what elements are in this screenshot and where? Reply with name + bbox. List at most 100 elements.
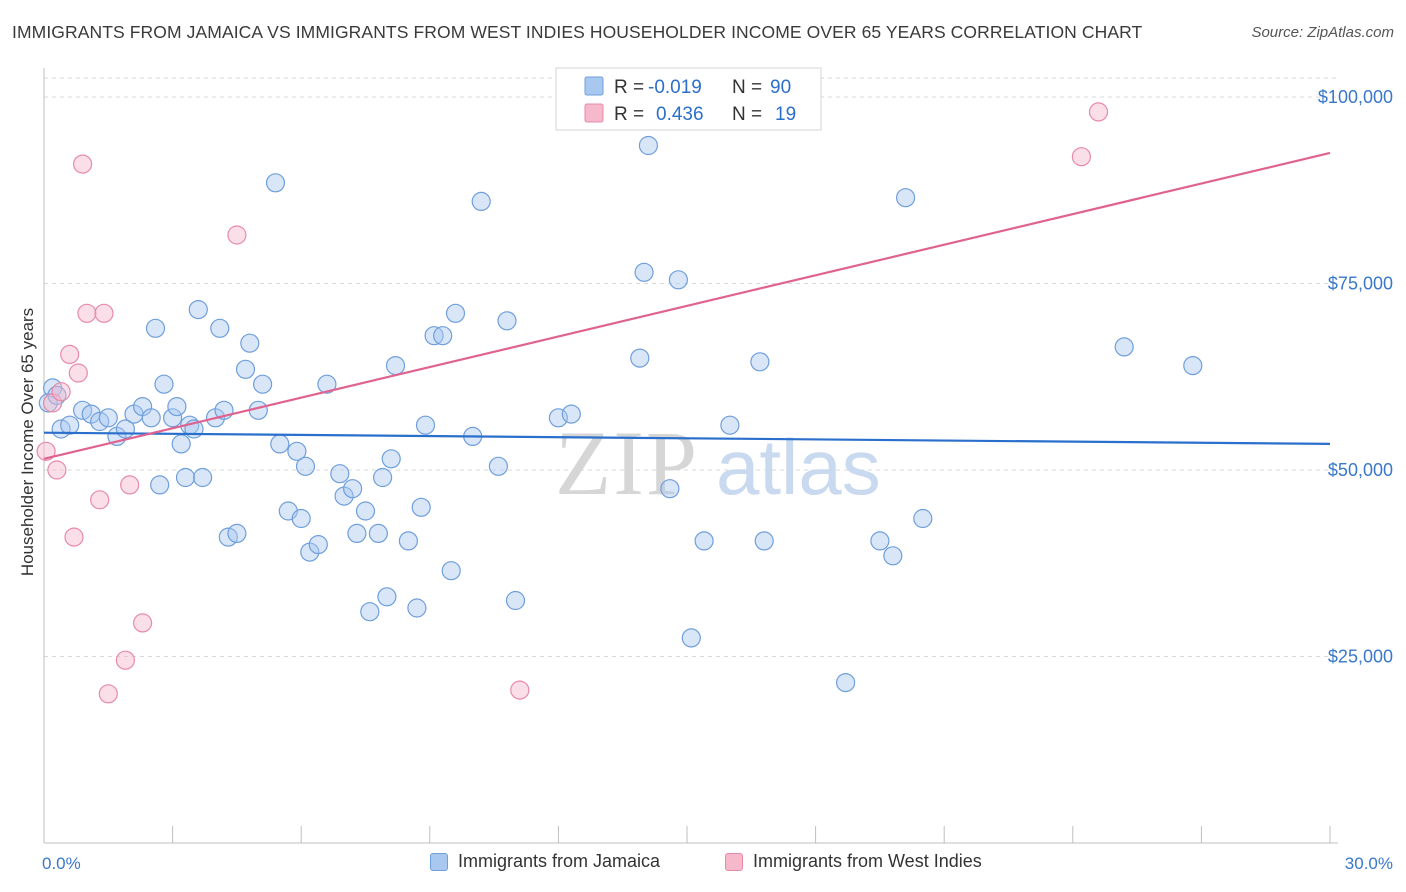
jamaica-point-50 [373,467,393,488]
jamaica-point-84 [1114,337,1134,357]
legend-r-value-1: -0.019 [648,77,702,98]
jamaica-point-74 [681,628,701,648]
jamaica-point-52 [381,449,401,469]
jamaica-point-29 [227,523,247,544]
source-credit: Source: ZipAtlas.com [1251,24,1394,41]
x-tick-labels: 0.0% 30.0% [42,854,1393,873]
legend-item-jamaica: Immigrants from Jamaica [430,851,660,872]
jamaica-point-49 [368,523,388,544]
jamaica-point-16 [154,374,174,394]
jamaica-point-72 [660,479,680,499]
west-indies-point-6 [68,363,88,383]
west-indies-point-11 [98,684,118,704]
jamaica-point-47 [355,501,376,521]
jamaica-point-39 [295,456,316,476]
jamaica-point-63 [471,191,491,211]
jamaica-point-54 [398,531,418,551]
jamaica-point-17 [163,408,183,428]
jamaica-point-38 [291,508,311,529]
trendline-west-indies [43,151,1331,460]
jamaica-point-68 [561,404,581,424]
legend-bottom: Immigrants from Jamaica Immigrants from … [0,851,1406,879]
west-indies-point-7 [72,154,93,174]
west-indies-point-14 [133,613,153,633]
west-indies-point-13 [120,475,140,495]
jamaica-point-77 [750,352,770,372]
jamaica-point-70 [634,262,654,282]
jamaica-point-13 [141,408,161,428]
jamaica-point-48 [360,602,380,622]
jamaica-point-57 [415,415,436,435]
jamaica-point-46 [347,523,367,544]
y-axis-label: Householder Income Over 65 years [18,308,37,576]
jamaica-point-33 [253,374,273,394]
legend-n-value-2: 19 [775,104,796,125]
jamaica-point-18 [167,397,187,417]
legend-r-value-2: 0.436 [656,104,704,125]
jamaica-point-55 [407,598,427,618]
legend-bottom-label-jamaica: Immigrants from Jamaica [458,851,661,871]
jamaica-point-31 [240,333,260,353]
jamaica-point-83 [913,508,933,529]
trend-lines [43,151,1331,460]
chart-title: IMMIGRANTS FROM JAMAICA VS IMMIGRANTS FR… [12,22,1143,42]
west-indies-point-12 [115,650,136,670]
y-tick-label-3: $100,000 [1318,87,1393,107]
west-indies-point-3 [51,382,71,402]
series-west-indies-points [36,102,1109,704]
jamaica-point-66 [505,590,526,611]
jamaica-point-69 [630,348,650,368]
jamaica-point-64 [488,456,508,476]
svg-text:R = -0.019 N =: R = -0.019 N = 90 [614,77,791,98]
y-tick-labels: $25,000 $50,000 $75,000 $100,000 [1318,87,1393,667]
legend-bottom-swatch-jamaica [430,852,448,871]
legend-n-value-1: 90 [770,77,791,98]
west-indies-point-8 [77,303,97,323]
axes [43,68,1338,844]
legend-r-label-1: R = [614,77,649,98]
west-indies-point-10 [94,303,114,323]
jamaica-point-53 [385,356,406,376]
jamaica-point-76 [720,415,740,435]
jamaica-point-30 [235,359,256,379]
jamaica-point-82 [895,188,916,208]
jamaica-point-71 [638,135,659,156]
jamaica-point-20 [171,434,191,454]
legend-bottom-swatch-west-indies [725,852,743,871]
legend-n-label-2: N = [732,104,767,125]
legend-item-west-indies: Immigrants from West Indies [725,851,982,872]
jamaica-point-42 [317,374,337,394]
west-indies-point-4 [60,344,80,364]
west-indies-point-0 [36,441,56,461]
jamaica-point-45 [343,479,363,499]
y-tick-label-0: $25,000 [1328,647,1393,667]
jamaica-point-60 [441,561,461,581]
jamaica-point-43 [330,464,350,484]
jamaica-point-41 [308,534,328,555]
legend-r-label-2: R = [614,104,649,125]
legend-bottom-label-west-indies: Immigrants from West Indies [753,851,982,871]
west-indies-point-16 [510,680,530,700]
trendline-jamaica [43,431,1331,445]
jamaica-point-85 [1183,356,1203,376]
jamaica-point-51 [377,587,397,607]
legend-top: R = -0.019 N = 90 R = 0.436 N = 19 [555,67,822,131]
west-indies-point-17 [1071,147,1092,167]
west-indies-point-9 [90,490,110,510]
jamaica-point-23 [188,300,208,320]
jamaica-point-34 [265,173,286,193]
jamaica-point-8 [98,408,118,428]
jamaica-point-14 [145,318,166,338]
y-tick-label-1: $50,000 [1328,460,1393,480]
watermark-zip: ZIP [555,412,699,514]
legend-swatch-jamaica [584,76,604,96]
west-indies-point-5 [64,527,84,547]
jamaica-point-78 [754,531,774,551]
jamaica-point-56 [411,497,431,517]
watermark-atlas: atlas [716,423,881,511]
west-indies-point-18 [1088,102,1109,122]
jamaica-point-79 [835,672,856,693]
jamaica-point-73 [668,270,689,290]
y-tick-label-2: $75,000 [1328,274,1393,294]
